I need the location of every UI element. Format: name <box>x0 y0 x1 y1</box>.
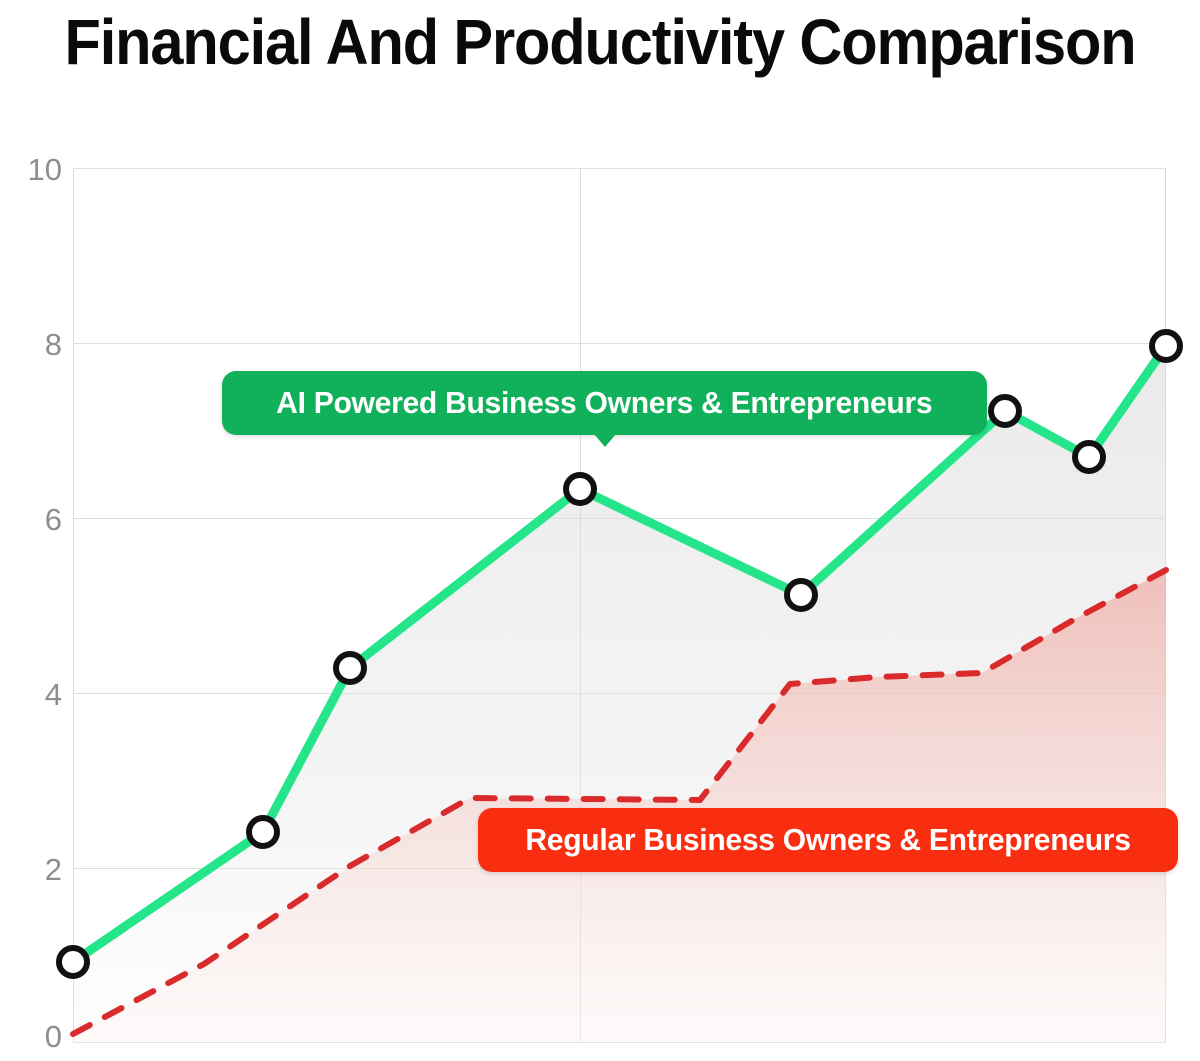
data-point-marker[interactable] <box>988 394 1022 428</box>
callout-pointer-icon <box>593 434 616 447</box>
data-point-marker[interactable] <box>1149 329 1183 363</box>
data-point-marker[interactable] <box>563 472 597 506</box>
data-point-marker[interactable] <box>784 578 818 612</box>
y-tick-0: 0 <box>44 1019 62 1054</box>
legend-callout-ai-powered[interactable]: AI Powered Business Owners & Entrepreneu… <box>222 371 987 447</box>
gridline-y-8 <box>73 343 1166 344</box>
red-line <box>70 567 1169 1037</box>
y-tick-8: 8 <box>44 327 62 362</box>
legend-callout-ai-powered-label: AI Powered Business Owners & Entrepreneu… <box>276 385 933 420</box>
data-point-marker[interactable] <box>1072 440 1106 474</box>
data-point-marker[interactable] <box>246 815 280 849</box>
data-point-marker[interactable] <box>56 945 90 979</box>
legend-callout-regular-label: Regular Business Owners & Entrepreneurs <box>525 822 1131 857</box>
red-area <box>73 570 1166 1043</box>
y-tick-10: 10 <box>27 152 62 187</box>
data-point-marker[interactable] <box>333 651 367 685</box>
legend-callout-regular[interactable]: Regular Business Owners & Entrepreneurs <box>478 808 1178 872</box>
y-tick-4: 4 <box>44 677 62 712</box>
y-tick-2: 2 <box>44 852 62 887</box>
y-tick-6: 6 <box>44 502 62 537</box>
green-markers <box>56 329 1183 979</box>
page-title: Financial And Productivity Comparison <box>64 6 1136 78</box>
